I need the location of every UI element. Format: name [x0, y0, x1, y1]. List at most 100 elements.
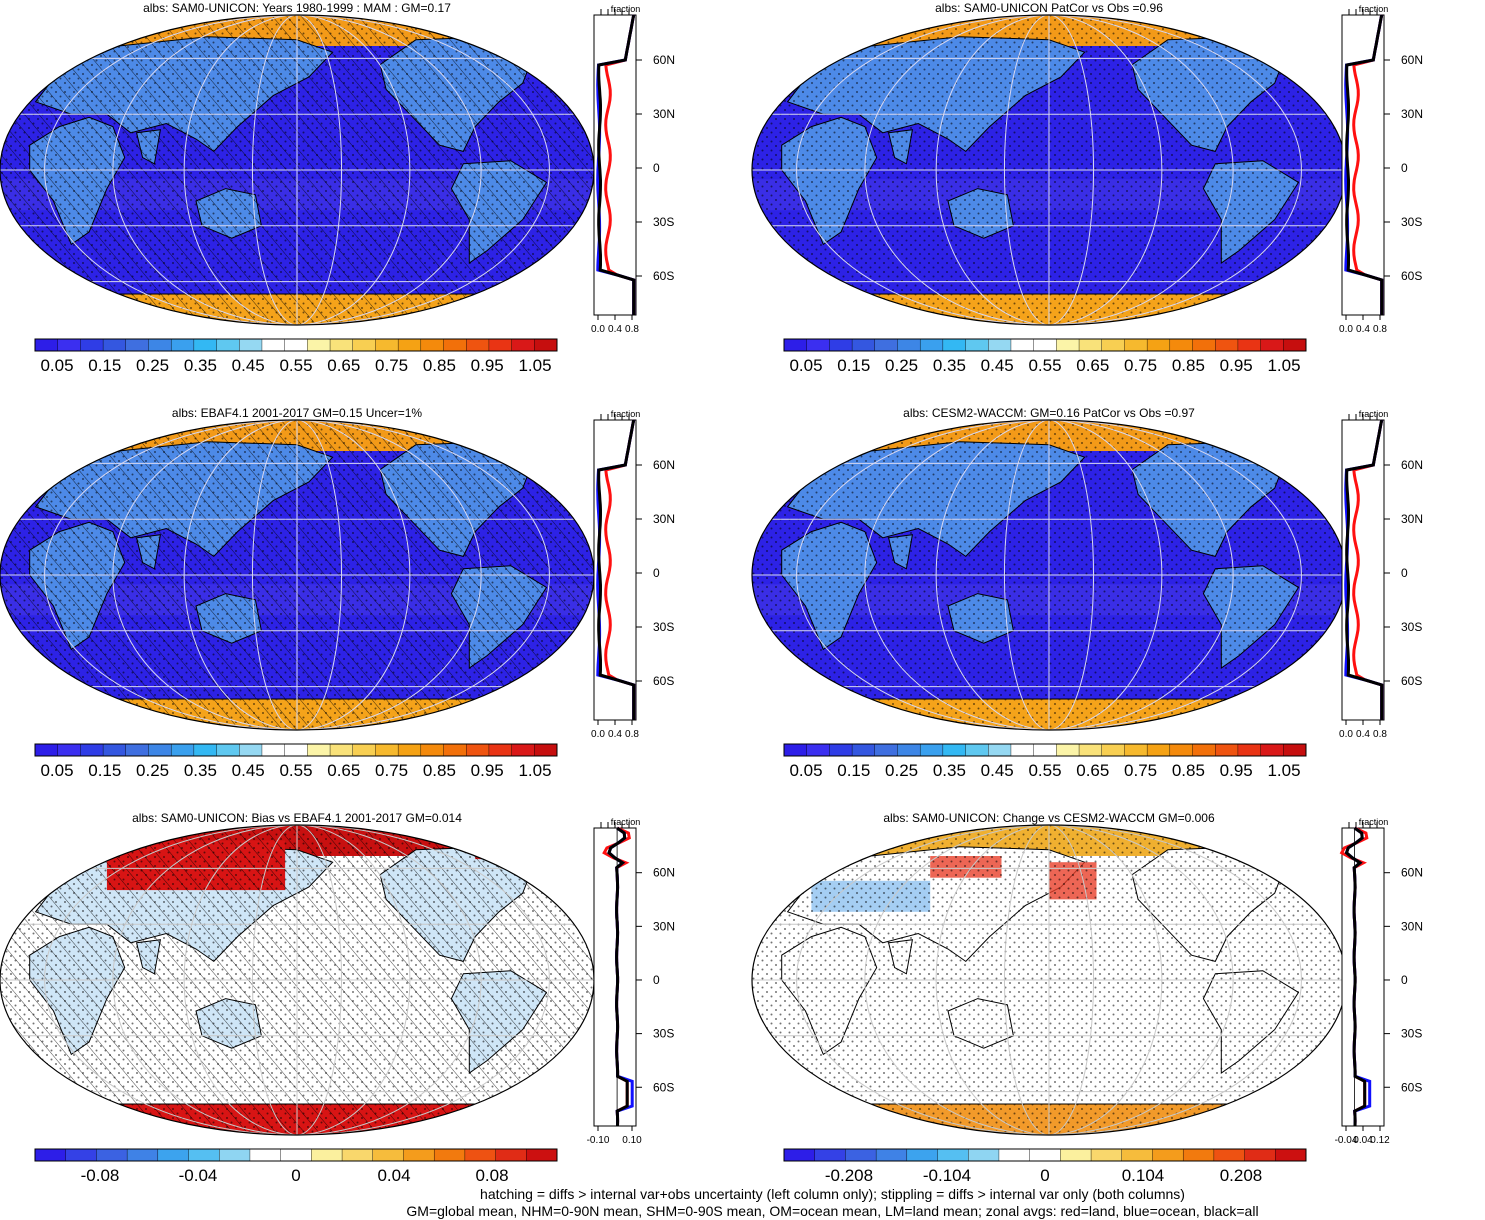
- colorbar-swatch: [1213, 1148, 1246, 1162]
- colorbar-swatch: [170, 338, 195, 352]
- colorbar-swatch: [1244, 1148, 1276, 1162]
- zonal-lat-label: 30S: [1401, 215, 1422, 229]
- colorbar-swatch: [261, 338, 286, 352]
- zonal-line-all: [1345, 419, 1384, 720]
- colorbar-swatch: [126, 1148, 159, 1162]
- colorbar-swatch: [311, 1148, 343, 1162]
- colorbar-label: 0: [291, 1166, 300, 1185]
- colorbar-swatch: [511, 743, 535, 757]
- colorbar-swatch: [372, 1148, 404, 1162]
- colorbar-swatch: [937, 1148, 969, 1162]
- zonal-x-label: 0.4: [1356, 729, 1370, 740]
- colorbar-swatch: [96, 1148, 128, 1162]
- zonal-header: fraction: [611, 409, 641, 419]
- colorbar-swatch: [1033, 338, 1057, 352]
- colorbar-swatch: [965, 743, 989, 757]
- meridian-0: [1003, 15, 1095, 325]
- colorbar-label: -0.208: [825, 1166, 873, 1185]
- colorbar-swatch: [57, 743, 81, 757]
- colorbar-swatch: [998, 1148, 1031, 1162]
- colorbar-swatch: [1029, 1148, 1061, 1162]
- panel-title: albs: SAM0-UNICON PatCor vs Obs =0.96: [935, 1, 1163, 15]
- colorbar-swatch: [942, 338, 967, 352]
- colorbar-swatch: [906, 1148, 939, 1162]
- colorbar: -0.208 -0.104 0 0.104 0.208: [783, 1148, 1307, 1185]
- zonal-x-label: 0.10: [622, 1135, 642, 1146]
- zonal-lat-label: 60S: [1401, 674, 1422, 688]
- colorbar-label: -0.104: [923, 1166, 971, 1185]
- colorbar-swatch: [307, 338, 331, 352]
- zonal-lat-label: 60S: [1401, 1080, 1422, 1094]
- colorbar-label: 0.55: [1028, 761, 1061, 780]
- colorbar-swatch: [157, 1148, 190, 1162]
- meridian-0: [251, 420, 343, 730]
- colorbar-label: 0.104: [1122, 1166, 1165, 1185]
- colorbar-swatch: [829, 338, 853, 352]
- colorbar-swatch: [433, 1148, 466, 1162]
- zonal-header: fraction: [1359, 409, 1389, 419]
- zonal-header: fraction: [1359, 817, 1389, 827]
- colorbar-swatch: [919, 338, 944, 352]
- zonal-x-label: 0.8: [625, 729, 639, 740]
- meridian-1: [183, 15, 411, 325]
- zonal-frame: [1341, 827, 1385, 1127]
- colorbar-label: 0.75: [375, 356, 408, 375]
- panel-title: albs: EBAF4.1 2001-2017 GM=0.15 Uncer=1%: [172, 406, 422, 420]
- colorbar: 0.05 0.15 0.25 0.35 0.45 0.55 0.65 0.75 0.85 0.95…: [783, 338, 1307, 375]
- map: [752, 825, 1346, 1135]
- zonal-lat-label: 30N: [1401, 919, 1423, 933]
- colorbar-swatch: [466, 743, 490, 757]
- colorbar-label: 0.75: [1124, 356, 1157, 375]
- footer: hatching = diffs > internal var+obs unce…: [0, 1186, 1485, 1220]
- panel-p1: albs: SAM0-UNICON: Years 1980-1999 : MAM…: [0, 1, 675, 375]
- zonal-lat-label: 60S: [653, 269, 674, 283]
- colorbar-label: 0.25: [136, 761, 169, 780]
- colorbar-swatch: [1192, 743, 1216, 757]
- zonal-line-all: [597, 419, 636, 720]
- panel-title: albs: SAM0-UNICON: Years 1980-1999 : MAM…: [143, 1, 451, 15]
- colorbar-swatch: [193, 338, 218, 352]
- greenland-outline: [498, 428, 560, 458]
- colorbar-swatch: [988, 338, 1012, 352]
- colorbar-swatch: [1283, 743, 1307, 757]
- zonal-mean-plot: fraction 60N 30N 0 30S 60S 0.0 0.4 0.8: [591, 409, 675, 740]
- colorbar-swatch: [1182, 1148, 1215, 1162]
- zonal-lat-label: 60S: [653, 1080, 674, 1094]
- colorbar-label: 0: [1040, 1166, 1049, 1185]
- colorbar-swatch: [249, 1148, 282, 1162]
- colorbar-label: 0.35: [184, 761, 217, 780]
- colorbar-swatch: [1121, 1148, 1153, 1162]
- zonal-lat-label: 60N: [1401, 866, 1423, 880]
- colorbar-label: 0.55: [279, 356, 312, 375]
- zonal-lat-label: 60N: [653, 458, 675, 472]
- colorbar-label: 0.85: [1172, 356, 1205, 375]
- panel-title: albs: CESM2-WACCM: GM=0.16 PatCor vs Obs…: [903, 406, 1195, 420]
- colorbar-swatch: [919, 743, 944, 757]
- zonal-lat-label: 0: [1401, 566, 1408, 580]
- colorbar-label: 0.95: [471, 761, 504, 780]
- bias-greenland-patch: [475, 834, 523, 860]
- zonal-header: fraction: [1359, 4, 1389, 14]
- zonal-x-label: 0.8: [1373, 729, 1387, 740]
- colorbar-label: 0.45: [232, 761, 265, 780]
- colorbar-swatch: [193, 743, 218, 757]
- zonal-mean-plot: fraction 60N 30N 0 30S 60S -0.10 0.10: [587, 817, 675, 1146]
- colorbar-swatch: [125, 338, 149, 352]
- colorbar-swatch: [511, 338, 535, 352]
- colorbar-label: 0.25: [885, 356, 918, 375]
- zonal-line-all: [1345, 14, 1384, 315]
- meridian-1: [935, 15, 1163, 325]
- zonal-lat-label: 60N: [653, 53, 675, 67]
- colorbar-swatch: [1237, 743, 1262, 757]
- colorbar-swatch: [783, 338, 808, 352]
- colorbar-label: 0.65: [1076, 356, 1109, 375]
- zonal-lat-label: 0: [653, 566, 660, 580]
- colorbar-swatch: [1056, 743, 1080, 757]
- colorbar-swatch: [1146, 743, 1171, 757]
- colorbar-swatch: [34, 743, 59, 757]
- colorbar-swatch: [329, 338, 354, 352]
- colorbar-swatch: [57, 338, 81, 352]
- zonal-x-label: 0.0: [1339, 729, 1353, 740]
- colorbar-swatch: [466, 338, 490, 352]
